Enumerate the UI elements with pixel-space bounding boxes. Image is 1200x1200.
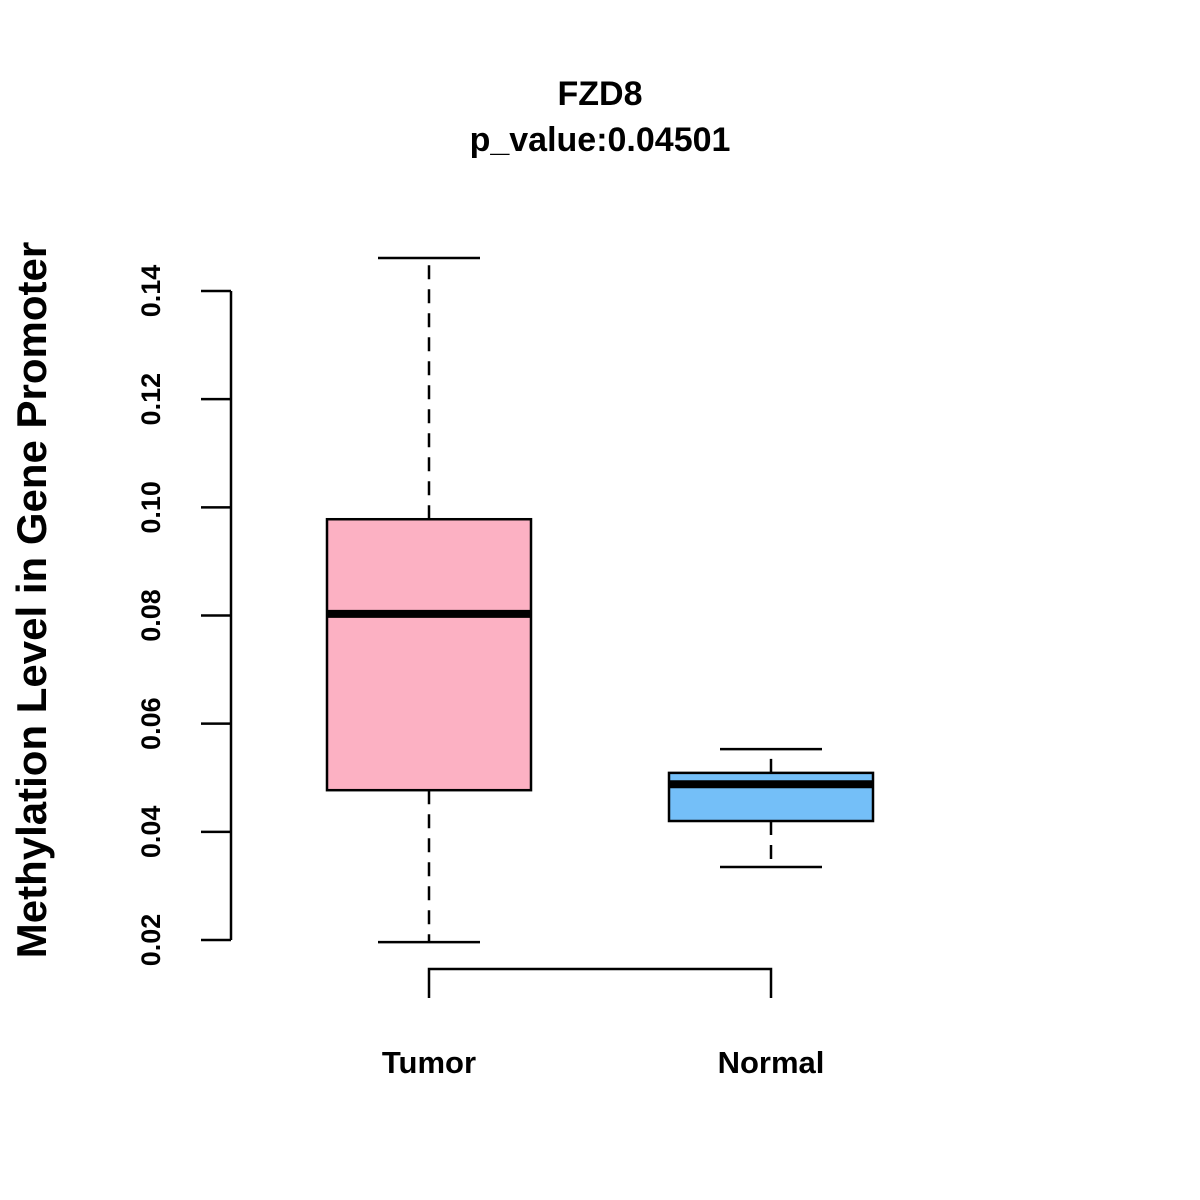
- y-axis: 0.02 0.04 0.06 0.08 0.10 0.12 0.14: [136, 265, 233, 967]
- box-tumor: [325, 256, 533, 944]
- iqr-box: [325, 517, 533, 792]
- comparison-bracket: [427, 967, 773, 998]
- iqr-box: [667, 771, 875, 823]
- y-axis-label: Methylation Level in Gene Promoter: [8, 242, 55, 958]
- y-tick-label: 0.02: [136, 914, 166, 967]
- y-tick-label: 0.08: [136, 589, 166, 642]
- y-tick-label: 0.12: [136, 373, 166, 426]
- box-normal: [667, 747, 875, 869]
- x-label-tumor: Tumor: [382, 1045, 476, 1080]
- x-axis-labels: Tumor Normal: [382, 1045, 824, 1080]
- x-label-normal: Normal: [718, 1045, 825, 1080]
- boxes: [325, 256, 875, 944]
- y-tick-label: 0.06: [136, 697, 166, 750]
- chart-title: FZD8: [558, 75, 643, 113]
- y-tick-label: 0.04: [136, 806, 166, 859]
- y-tick-label: 0.10: [136, 481, 166, 534]
- y-tick-label: 0.14: [136, 265, 166, 318]
- chart-subtitle: p_value:0.04501: [470, 121, 731, 159]
